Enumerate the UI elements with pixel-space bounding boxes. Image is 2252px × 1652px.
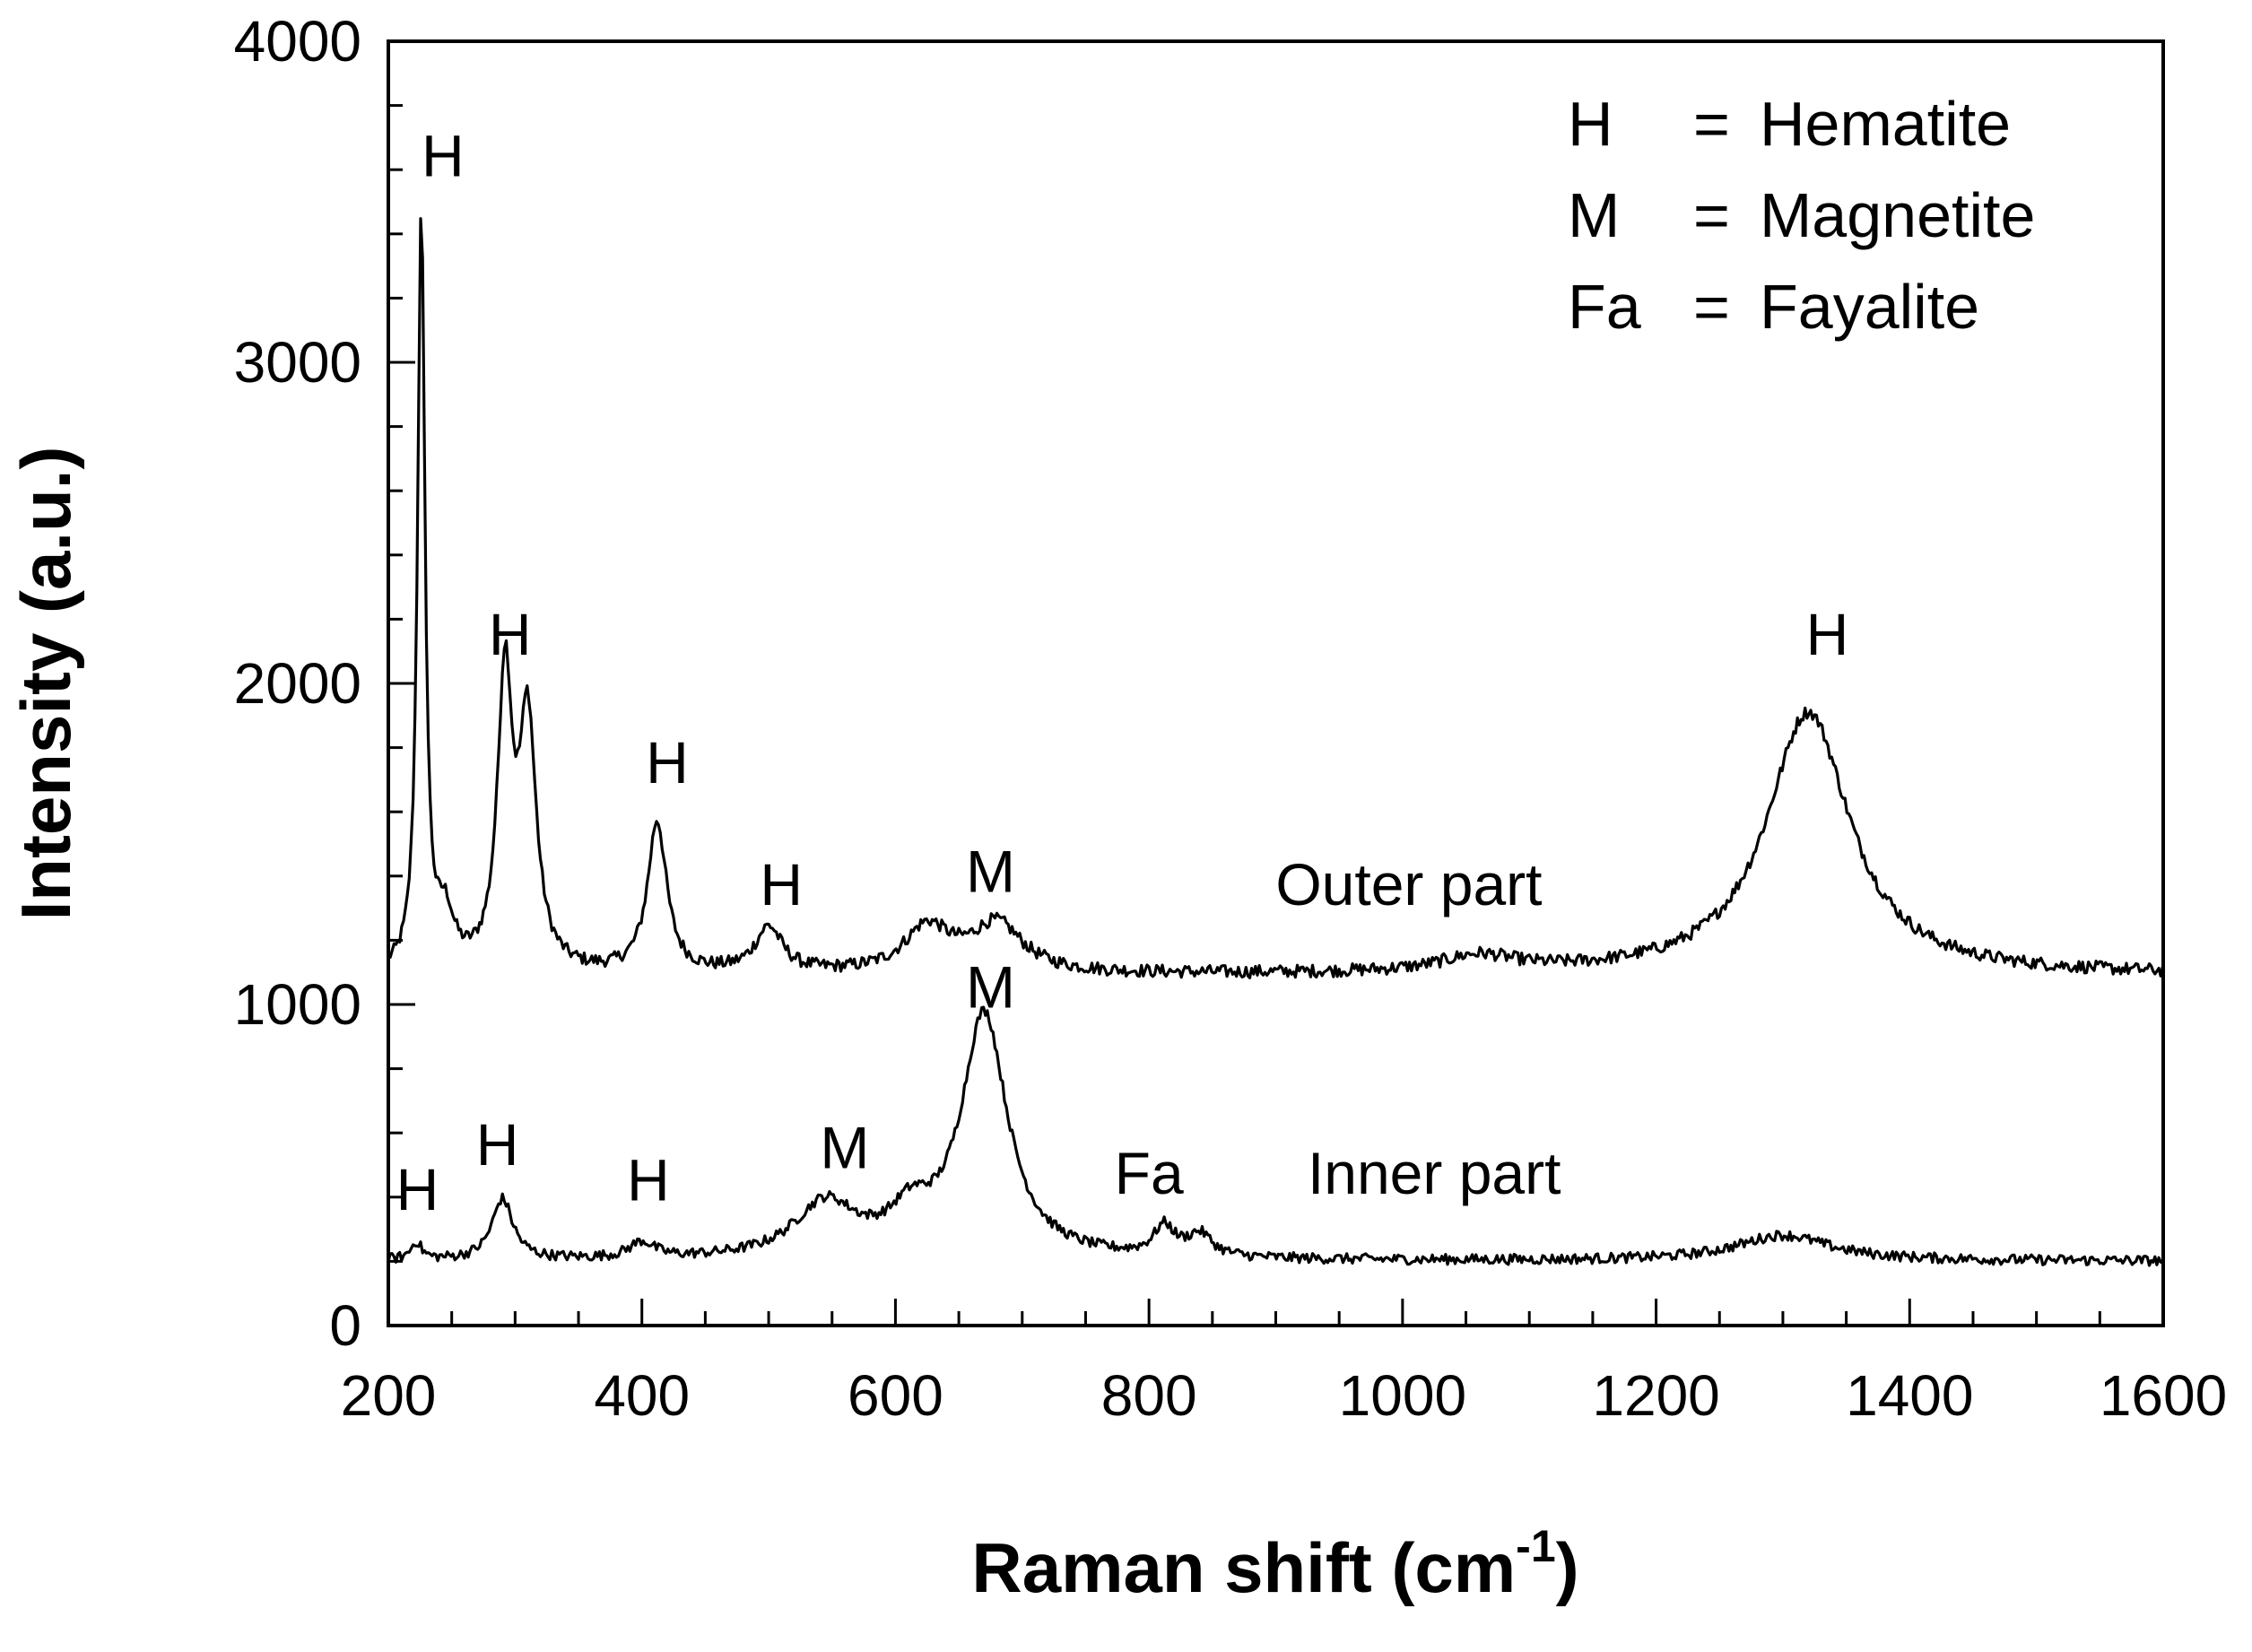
peak-label: M — [820, 1115, 869, 1181]
peak-label: H — [646, 729, 689, 796]
legend-symbol: M — [1568, 180, 1620, 250]
x-tick-label: 1200 — [1592, 1363, 1719, 1428]
series-label: Outer part — [1275, 851, 1542, 917]
x-tick-label: 400 — [594, 1363, 690, 1428]
y-tick-label: 4000 — [234, 9, 361, 74]
x-tick-labels: 200 400 600 800 1000 1200 1400 1600 — [341, 1363, 2228, 1428]
series-label: Inner part — [1308, 1140, 1561, 1206]
legend-equals: = — [1693, 180, 1730, 250]
peak-label: H — [422, 122, 465, 188]
x-axis-title: Raman shift (cm-1) — [971, 1521, 1578, 1607]
x-tick-label: 600 — [848, 1363, 943, 1428]
peak-label: H — [760, 851, 803, 917]
series-layer: Outer part Inner part — [387, 217, 2164, 1267]
peak-label: H — [396, 1156, 439, 1222]
series-line-outer-part — [387, 217, 2164, 979]
peak-label: M — [966, 839, 1015, 905]
legend-name: Magnetite — [1760, 180, 2035, 250]
x-tick-label: 800 — [1101, 1363, 1197, 1428]
peak-label: H — [489, 601, 532, 667]
x-tick-label: 1600 — [2100, 1363, 2227, 1428]
y-tick-labels: 0 1000 2000 3000 4000 — [234, 9, 361, 1358]
y-tick-label: 0 — [329, 1293, 361, 1358]
legend-symbol: H — [1568, 89, 1613, 159]
y-axis-title: Intensity (a.u.) — [6, 447, 85, 921]
series-line-inner-part — [387, 1005, 2164, 1267]
legend-name: Hematite — [1760, 89, 2011, 159]
legend-symbol: Fa — [1568, 272, 1641, 342]
x-tick-label: 200 — [341, 1363, 437, 1428]
legend-name: Fayalite — [1760, 272, 1979, 342]
peak-label: H — [1806, 601, 1849, 667]
y-tick-label: 3000 — [234, 330, 361, 395]
x-tick-label: 1000 — [1339, 1363, 1466, 1428]
peak-label: H — [476, 1111, 519, 1178]
axis-ticks — [387, 39, 2165, 1327]
legend-equals: = — [1693, 89, 1730, 159]
y-tick-label: 1000 — [234, 972, 361, 1037]
peak-label: Fa — [1115, 1140, 1184, 1206]
x-tick-label: 1400 — [1846, 1363, 1973, 1428]
peak-label: H — [627, 1146, 670, 1213]
peak-label: M — [966, 954, 1015, 1021]
y-tick-label: 2000 — [234, 651, 361, 716]
legend-equals: = — [1693, 272, 1730, 342]
legend: H = Hematite M = Magnetite Fa = Fayalite — [1568, 89, 2035, 342]
